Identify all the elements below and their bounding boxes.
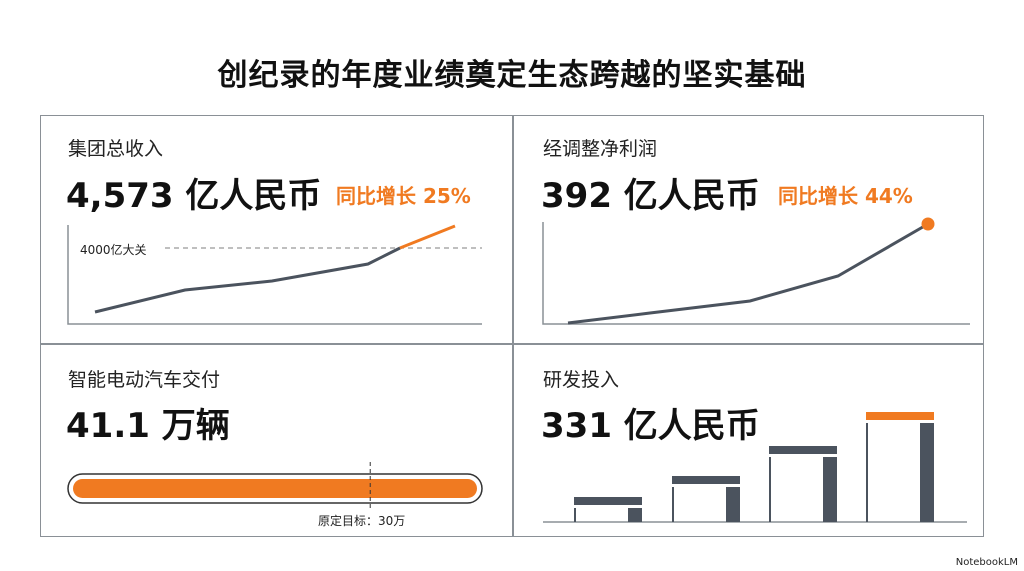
target-label: 原定目标：30万 <box>318 514 406 528</box>
rd-bar-cap <box>672 476 740 484</box>
profit-line <box>567 222 929 325</box>
rd-bar-left-leg <box>672 487 674 522</box>
rd-bar-right-leg <box>628 508 642 522</box>
profit-latest-point <box>921 217 935 231</box>
profit-axes <box>542 222 970 325</box>
vertical-divider <box>512 115 514 537</box>
page-title: 创纪录的年度业绩奠定生态跨越的坚实基础 <box>217 58 807 93</box>
progress-fill <box>73 479 477 498</box>
profit-growth: 同比增长 44% <box>778 184 913 208</box>
revenue-value: 4,573 亿人民币 <box>66 176 322 216</box>
revenue-growth: 同比增长 25% <box>336 184 471 208</box>
profit-value: 392 亿人民币 <box>541 176 760 216</box>
ev-label: 智能电动汽车交付 <box>68 369 221 391</box>
rd-bar-right-leg <box>920 423 934 522</box>
rd-bar-left-leg <box>574 508 576 522</box>
horizontal-divider <box>40 343 984 345</box>
rd-bar-right-leg <box>726 487 740 522</box>
revenue-latest-segment <box>399 224 456 250</box>
threshold-label: 4000亿大关 <box>80 243 147 257</box>
revenue-label: 集团总收入 <box>68 138 164 160</box>
rd-bar-cap <box>866 412 934 420</box>
rd-bar-right-leg <box>823 457 837 522</box>
rd-bar-left-leg <box>866 423 868 522</box>
rd-bar-cap <box>769 446 837 454</box>
revenue-line <box>94 246 401 314</box>
rd-bar-cap <box>574 497 642 505</box>
revenue-axes <box>67 225 482 325</box>
ev-value: 41.1 万辆 <box>66 406 230 446</box>
rd-label: 研发投入 <box>543 369 620 391</box>
rd-bar-left-leg <box>769 457 771 522</box>
profit-label: 经调整净利润 <box>543 138 658 160</box>
brand-logo: NotebookLM <box>955 557 1018 568</box>
rd-value: 331 亿人民币 <box>541 406 760 446</box>
